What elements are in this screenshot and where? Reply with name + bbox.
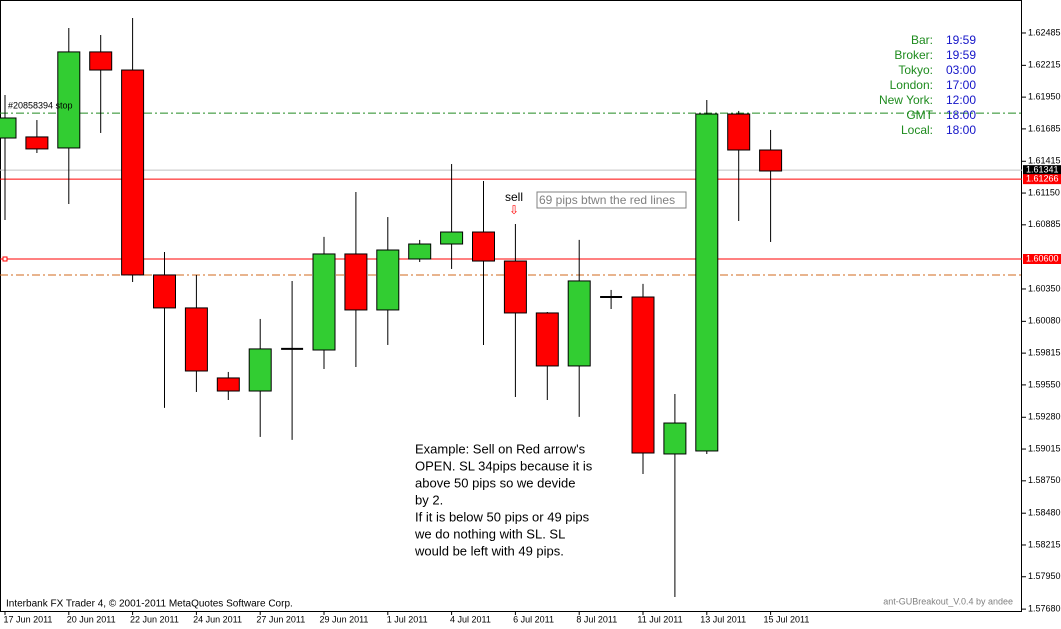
y-tick-label: 1.59280 bbox=[1028, 412, 1061, 422]
x-tick-label: 6 Jul 2011 bbox=[513, 614, 554, 624]
info-value: 19:59 bbox=[946, 33, 976, 47]
x-tick-label: 27 Jun 2011 bbox=[256, 614, 305, 624]
y-tick-label: 1.59550 bbox=[1028, 379, 1061, 389]
candle-body bbox=[567, 280, 591, 367]
info-value: 18:00 bbox=[946, 123, 976, 137]
y-tick-label: 1.60885 bbox=[1028, 219, 1061, 229]
y-tick-label: 1.61415 bbox=[1028, 156, 1061, 166]
y-tick-label: 1.57950 bbox=[1028, 571, 1061, 581]
info-label: New York: bbox=[879, 93, 933, 107]
marker-label: 1.61341 bbox=[1026, 165, 1059, 175]
x-tick-label: 29 Jun 2011 bbox=[320, 614, 369, 624]
y-tick-label: 1.59015 bbox=[1028, 443, 1061, 453]
y-tick-label: 1.62215 bbox=[1028, 60, 1061, 70]
candle-body bbox=[759, 149, 783, 172]
info-label: London: bbox=[890, 78, 933, 92]
annotation-line: OPEN. SL 34pips because it is bbox=[415, 458, 593, 473]
candle-body bbox=[312, 253, 336, 351]
info-label: Local: bbox=[901, 123, 933, 137]
info-label: Tokyo: bbox=[898, 63, 933, 77]
signal-label: sell bbox=[505, 190, 523, 204]
candle-body bbox=[57, 51, 81, 149]
x-tick-label: 22 Jun 2011 bbox=[130, 614, 179, 624]
candle-body bbox=[121, 69, 145, 276]
x-tick-label: 13 Jul 2011 bbox=[700, 614, 746, 624]
info-value: 17:00 bbox=[946, 78, 976, 92]
annotation-line: by 2. bbox=[415, 492, 443, 507]
info-value: 19:59 bbox=[946, 48, 976, 62]
marker-box bbox=[1023, 253, 1061, 264]
x-tick-label: 15 Jul 2011 bbox=[763, 614, 809, 624]
y-tick-label: 1.57680 bbox=[1028, 603, 1061, 613]
candle-body bbox=[727, 113, 751, 151]
y-tick-label: 1.61150 bbox=[1028, 187, 1060, 197]
candle-body bbox=[663, 422, 687, 455]
candle-body bbox=[216, 377, 240, 392]
candle-body bbox=[0, 117, 17, 139]
marker-label: 1.60600 bbox=[1026, 253, 1059, 263]
candle-body bbox=[472, 231, 495, 262]
y-tick-label: 1.58480 bbox=[1028, 508, 1061, 518]
candle-body bbox=[344, 253, 368, 311]
marker-box bbox=[1023, 174, 1061, 185]
footer-left: Interbank FX Trader 4, © 2001-2011 MetaQ… bbox=[6, 599, 293, 610]
x-tick-label: 20 Jun 2011 bbox=[67, 614, 116, 624]
x-tick-label: 17 Jun 2011 bbox=[4, 614, 53, 624]
x-tick-label: 24 Jun 2011 bbox=[193, 614, 242, 624]
candle-body bbox=[184, 307, 208, 372]
y-tick-label: 1.60350 bbox=[1028, 283, 1061, 293]
candle-body bbox=[248, 348, 272, 392]
y-tick-label: 1.58215 bbox=[1028, 539, 1061, 549]
y-tick-label: 1.61685 bbox=[1028, 123, 1061, 133]
candle-body bbox=[631, 296, 655, 454]
info-value: 03:00 bbox=[946, 63, 976, 77]
y-tick-label: 1.58750 bbox=[1028, 475, 1061, 485]
y-tick-label: 1.59815 bbox=[1028, 347, 1061, 357]
info-label: Bar: bbox=[911, 33, 933, 47]
x-tick-label: 11 Jul 2011 bbox=[637, 614, 682, 624]
candle-body bbox=[89, 51, 113, 71]
candle-body bbox=[440, 231, 464, 245]
footer-right: ant-GUBreakout_V.0.4 by andee bbox=[883, 596, 1013, 606]
annotation-line: we do nothing with SL. SL bbox=[414, 526, 565, 541]
line-handle bbox=[2, 256, 8, 262]
candle-body bbox=[408, 243, 432, 260]
annotation-line: would be left with 49 pips. bbox=[414, 543, 564, 558]
candle-body bbox=[695, 113, 719, 452]
y-tick-label: 1.60080 bbox=[1028, 316, 1061, 326]
x-tick-label: 4 Jul 2011 bbox=[450, 614, 491, 624]
annotation-line: Example: Sell on Red arrow's bbox=[415, 441, 586, 456]
info-value: 12:00 bbox=[946, 93, 976, 107]
y-tick-label: 1.61950 bbox=[1028, 91, 1061, 101]
candle-body bbox=[376, 249, 400, 311]
annotation-line: If it is below 50 pips or 49 pips bbox=[415, 509, 590, 524]
sell-arrow: ⇩ bbox=[509, 203, 519, 217]
x-tick-label: 8 Jul 2011 bbox=[576, 614, 617, 624]
info-label: GMT bbox=[906, 108, 933, 122]
note-box bbox=[536, 191, 687, 209]
marker-box bbox=[1023, 165, 1061, 176]
candle-body bbox=[503, 260, 527, 314]
info-value: 18:00 bbox=[946, 108, 976, 122]
pips-note: 69 pips btwn the red lines bbox=[539, 193, 675, 207]
order-label: #20858394 stop bbox=[8, 100, 73, 110]
info-label: Broker: bbox=[894, 48, 933, 62]
annotation-line: above 50 pips so we devide bbox=[415, 475, 575, 490]
marker-label: 1.61266 bbox=[1026, 174, 1059, 184]
y-tick-label: 1.62485 bbox=[1028, 27, 1061, 37]
candle-body bbox=[25, 136, 49, 150]
candle-body bbox=[535, 312, 559, 367]
plot-frame bbox=[0, 0, 1022, 612]
candle-body bbox=[153, 274, 176, 309]
x-tick-label: 1 Jul 2011 bbox=[387, 614, 428, 624]
